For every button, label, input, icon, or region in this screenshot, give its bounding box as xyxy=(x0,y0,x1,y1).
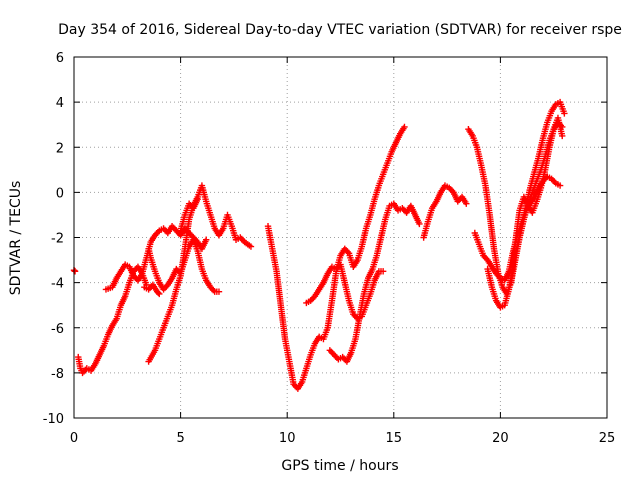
data-point xyxy=(556,182,564,189)
y-tick-label: -2 xyxy=(51,232,64,247)
y-tick-label: 4 xyxy=(56,96,64,111)
series-14 xyxy=(507,114,566,286)
data-point xyxy=(247,243,255,250)
data-point xyxy=(215,288,223,295)
data-point xyxy=(463,200,470,207)
data-series xyxy=(70,98,568,392)
data-point xyxy=(71,268,79,275)
x-axis-label: GPS time / hours xyxy=(281,458,398,474)
data-point xyxy=(156,290,163,298)
y-tick-label: -6 xyxy=(51,322,64,337)
series-6 xyxy=(177,195,201,234)
y-tick-label: -8 xyxy=(51,367,64,382)
y-tick-label: -4 xyxy=(51,277,64,292)
y-axis-label: SDTVAR / TECUs xyxy=(8,181,24,296)
axis-ticks: 0 5 10 15 20 25 -10 -8 -6 -4 -2 0 2 4 6 xyxy=(43,51,616,446)
y-tick-label: -10 xyxy=(43,412,64,427)
data-point xyxy=(559,132,566,140)
series-0 xyxy=(70,267,79,275)
x-tick-label: 5 xyxy=(176,431,184,446)
data-point xyxy=(561,110,568,117)
data-point xyxy=(194,195,201,203)
y-tick-label: 6 xyxy=(56,51,64,66)
x-tick-label: 20 xyxy=(492,431,509,446)
x-tick-label: 15 xyxy=(386,431,403,446)
series-7 xyxy=(264,123,408,392)
series-5 xyxy=(145,182,255,365)
y-tick-label: 2 xyxy=(56,141,64,156)
series-3 xyxy=(141,281,163,298)
series-9 xyxy=(326,200,423,365)
series-1 xyxy=(75,263,150,377)
data-point xyxy=(416,220,423,228)
data-point xyxy=(379,268,387,275)
x-tick-label: 0 xyxy=(70,431,78,446)
data-point xyxy=(155,289,162,296)
data-point xyxy=(202,236,210,243)
data-point xyxy=(401,123,408,131)
x-tick-label: 10 xyxy=(279,431,296,446)
x-tick-label: 25 xyxy=(599,431,616,446)
y-tick-label: 0 xyxy=(56,186,64,201)
series-8 xyxy=(303,261,387,322)
chart-title: Day 354 of 2016, Sidereal Day-to-day VTE… xyxy=(58,22,622,38)
series-10 xyxy=(420,182,470,241)
